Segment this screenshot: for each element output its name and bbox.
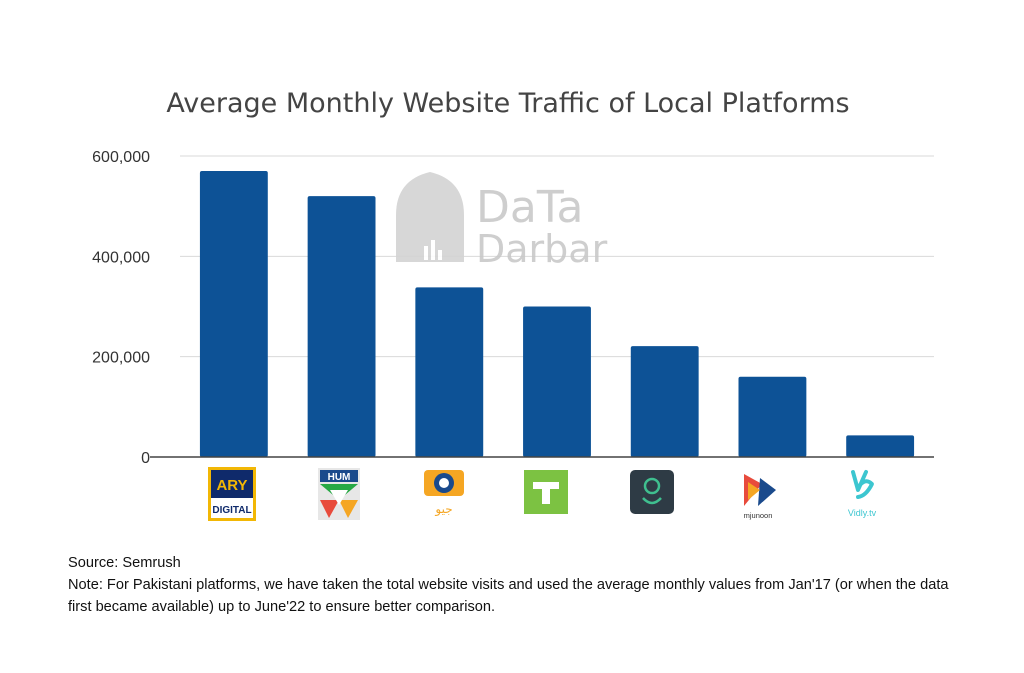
ary-logo: ARY DIGITAL [208,467,256,521]
mjunoon-logo: mjunoon [744,474,776,520]
footer-notes: Source: Semrush Note: For Pakistani plat… [68,552,968,618]
bar-tamasha [523,306,591,457]
hum-logo: HUM [318,468,360,520]
mjunoon-logo-text: mjunoon [744,511,773,520]
geo-logo-text: جیو [434,502,452,517]
bar-mjunoon [738,376,807,457]
bar-hum [307,196,376,457]
watermark-line2: Darbar [476,227,608,271]
ary-logo-top: ARY [216,477,247,494]
source-text: Source: Semrush [68,555,181,571]
ary-logo-bottom: DIGITAL [212,505,251,516]
watermark-line1: DaTa [476,182,583,233]
vidly-logo: Vidly.tv [848,470,877,518]
vidly-logo-text: Vidly.tv [848,508,877,518]
y-tick-label: 200,000 [92,350,150,367]
note-text: Note: For Pakistani platforms, we have t… [68,577,949,615]
hum-logo-text: HUM [328,472,351,483]
watermark: DaTa Darbar [396,172,608,271]
chart-title: Average Monthly Website Traffic of Local… [166,88,850,119]
y-tick-labels: 0 200,000 400,000 600,000 [92,149,150,467]
eros-logo [630,470,674,514]
bar-ary-digital [199,171,268,458]
bar-eros [630,346,699,457]
bar-vidly-tv [846,435,915,457]
geo-logo: جیو [424,470,464,517]
tamasha-logo [524,470,568,514]
y-tick-label: 400,000 [92,249,150,266]
bars [199,171,915,458]
y-tick-label: 600,000 [92,149,150,166]
bar-geo [415,287,484,457]
y-tick-label: 0 [141,450,150,467]
